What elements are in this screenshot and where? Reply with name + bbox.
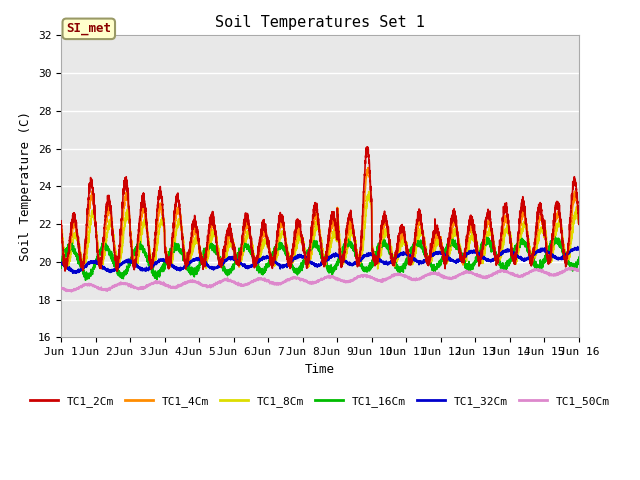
- Legend: TC1_2Cm, TC1_4Cm, TC1_8Cm, TC1_16Cm, TC1_32Cm, TC1_50Cm: TC1_2Cm, TC1_4Cm, TC1_8Cm, TC1_16Cm, TC1…: [26, 391, 614, 411]
- Y-axis label: Soil Temperature (C): Soil Temperature (C): [19, 111, 32, 261]
- X-axis label: Time: Time: [305, 362, 335, 375]
- Title: Soil Temperatures Set 1: Soil Temperatures Set 1: [215, 15, 425, 30]
- Text: SI_met: SI_met: [67, 23, 111, 36]
